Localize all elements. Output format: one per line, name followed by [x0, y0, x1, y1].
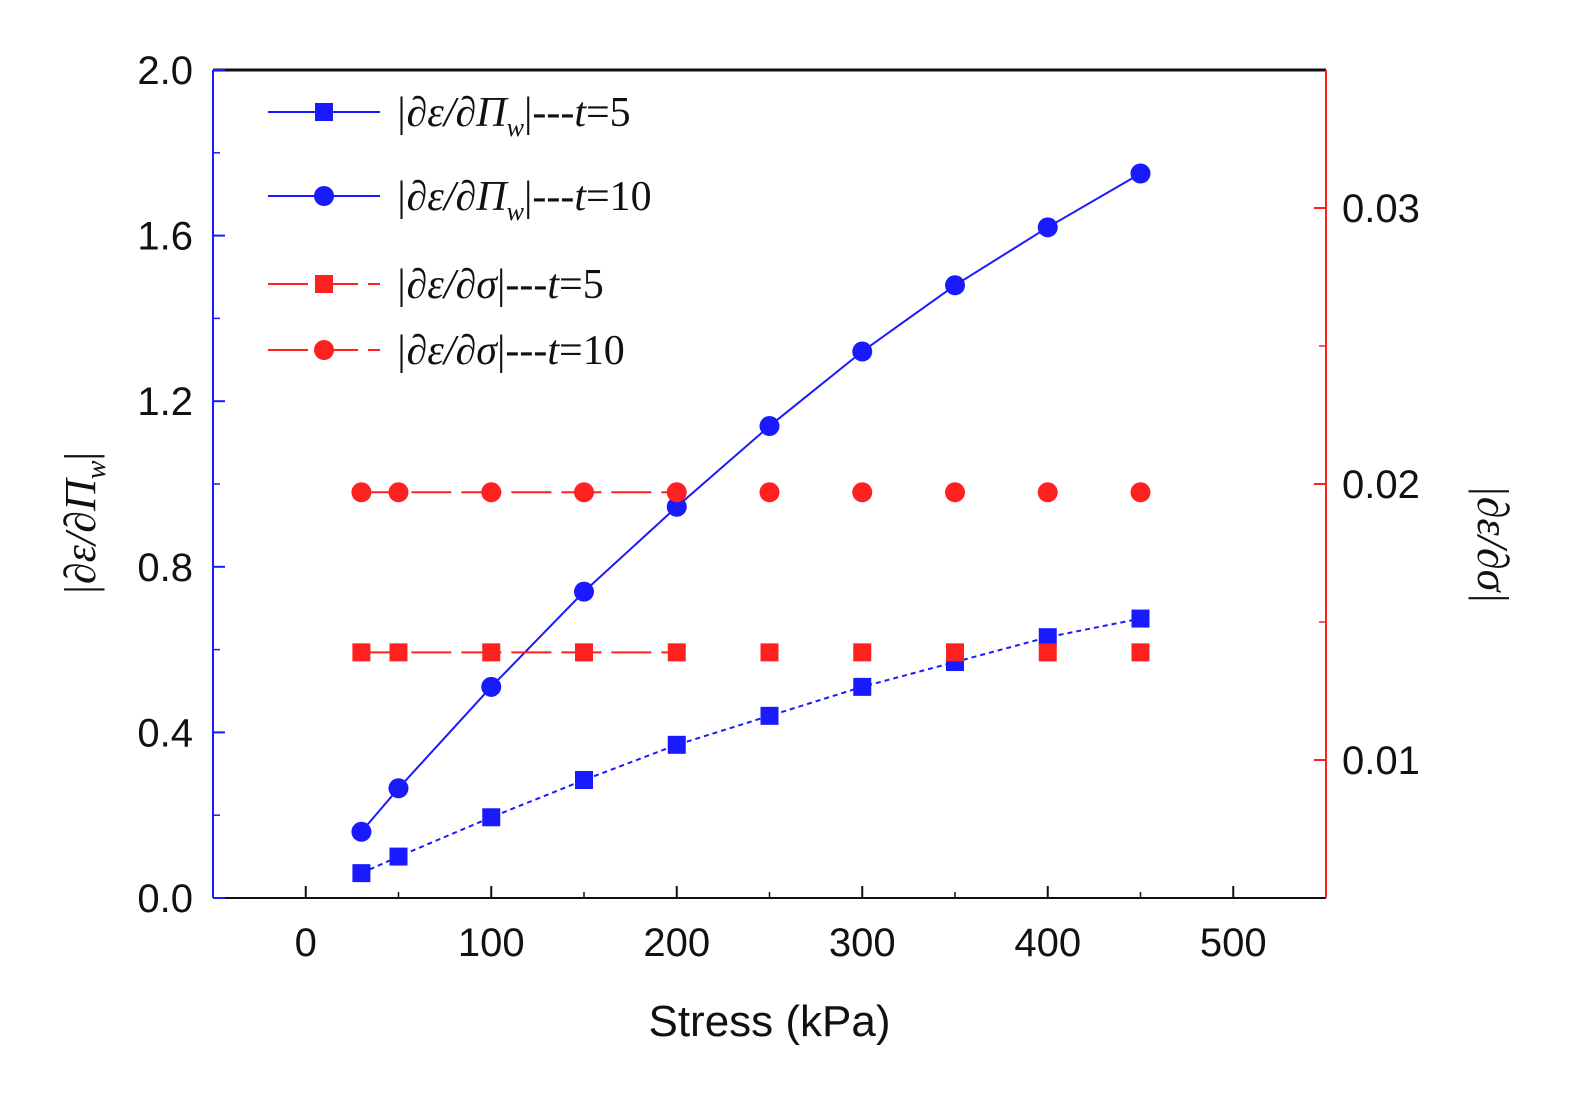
data-point — [667, 735, 686, 754]
data-point — [1037, 482, 1058, 503]
x-tick-label: 400 — [1014, 921, 1081, 965]
data-point — [481, 676, 502, 697]
data-point — [853, 677, 872, 696]
data-point — [760, 706, 779, 725]
x-axis-title: Stress (kPa) — [648, 997, 890, 1046]
data-point — [574, 581, 594, 602]
data-point — [760, 643, 779, 662]
x-tick-label: 0 — [295, 921, 317, 965]
data-point — [351, 821, 372, 842]
series-2 — [351, 163, 1151, 842]
data-point — [666, 496, 687, 517]
legend-entry-1: |∂ε/∂Πw|---t=5 — [268, 90, 631, 142]
data-point — [574, 482, 594, 503]
data-point — [352, 864, 371, 883]
left-tick-label: 1.6 — [137, 215, 193, 259]
data-point — [351, 482, 372, 503]
legend-entry-3: |∂ε/∂σ|---t=5 — [268, 262, 604, 308]
legend-label: |∂ε/∂Πw|---t=5 — [395, 90, 631, 142]
data-point — [352, 643, 371, 662]
left-tick-label: 0.0 — [137, 877, 193, 921]
x-tick-label: 300 — [829, 921, 896, 965]
data-point — [481, 482, 502, 503]
data-point — [759, 482, 780, 503]
data-point — [1130, 482, 1151, 503]
left-axis-title: |∂ε/∂Πw| — [56, 452, 112, 596]
data-point — [482, 643, 501, 662]
legend-marker — [315, 275, 333, 293]
series-4 — [351, 482, 1151, 503]
data-point — [388, 482, 409, 503]
data-point — [946, 643, 964, 662]
data-point — [482, 808, 501, 827]
x-tick-label: 500 — [1200, 921, 1267, 965]
legend-label: |∂ε/∂σ|---t=10 — [395, 328, 625, 374]
data-point — [389, 847, 408, 866]
data-point — [388, 778, 409, 799]
legend-marker — [315, 103, 333, 121]
legend-label: |∂ε/∂σ|---t=5 — [395, 262, 604, 308]
data-point — [1038, 628, 1057, 647]
data-point — [853, 643, 872, 662]
data-point — [575, 771, 593, 790]
series-layer — [351, 163, 1151, 883]
series-line — [360, 172, 1142, 833]
legend: |∂ε/∂Πw|---t=5 |∂ε/∂Πw|---t=10 |∂ε/∂σ|---t… — [268, 90, 652, 374]
data-point — [1130, 163, 1151, 184]
left-tick-label: 0.8 — [137, 546, 193, 590]
data-point — [667, 643, 686, 662]
data-point — [759, 416, 780, 437]
data-point — [1131, 643, 1150, 662]
data-point — [1131, 609, 1150, 628]
data-point — [1038, 643, 1057, 662]
x-tick-label: 200 — [643, 921, 710, 965]
legend-marker — [314, 186, 334, 206]
series-line — [360, 617, 1141, 875]
left-tick-label: 0.4 — [137, 711, 193, 755]
legend-entry-4: |∂ε/∂σ|---t=10 — [268, 328, 625, 374]
left-tick-label: 2.0 — [137, 49, 193, 93]
legend-marker — [314, 340, 334, 360]
right-tick-label: 0.02 — [1342, 463, 1420, 507]
data-point — [852, 341, 873, 362]
data-point — [575, 643, 593, 662]
data-point — [852, 482, 873, 503]
legend-entry-2: |∂ε/∂Πw|---t=10 — [268, 174, 652, 226]
right-axis-title: |∂ε/∂σ| — [1468, 485, 1517, 604]
x-tick-label: 100 — [458, 921, 525, 965]
right-tick-label: 0.01 — [1342, 739, 1420, 783]
data-point — [1037, 217, 1058, 238]
legend-label: |∂ε/∂Πw|---t=10 — [395, 174, 652, 226]
left-tick-label: 1.2 — [137, 380, 193, 424]
right-tick-label: 0.03 — [1342, 187, 1420, 231]
series-3 — [352, 643, 1150, 662]
data-point — [666, 482, 687, 503]
axes-group: 0 100 200 300 400 500 0.0 0.4 0.8 1.2 1.6 2.0 0.01 0.… — [56, 49, 1517, 965]
data-point — [945, 275, 965, 296]
data-point — [945, 482, 965, 503]
series-1 — [352, 609, 1150, 883]
data-point — [389, 643, 408, 662]
